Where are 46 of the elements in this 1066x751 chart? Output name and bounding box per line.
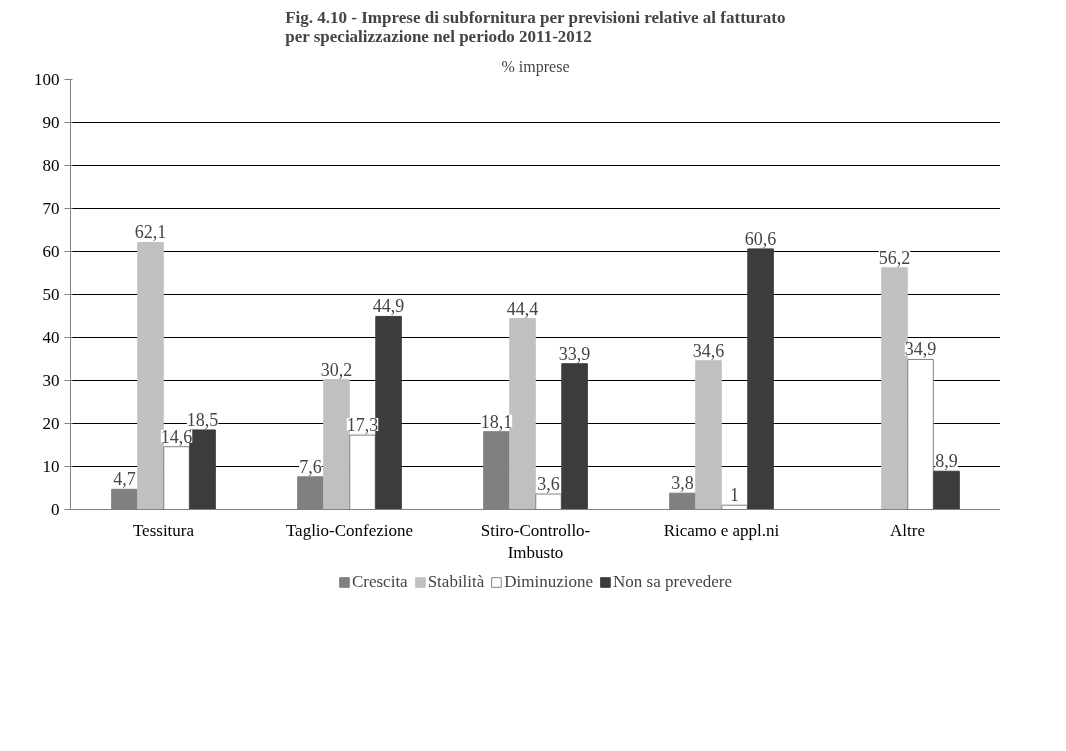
data-label: 33,9 [558, 343, 591, 364]
data-label: 18,1 [480, 411, 513, 432]
x-tick-label: Taglio-Confezione [285, 520, 414, 540]
data-label: 1 [730, 485, 740, 506]
y-tick-label: 30 [42, 371, 60, 390]
y-tick-label: 100 [34, 70, 60, 89]
data-label: 8,9 [935, 451, 958, 472]
data-label: 30,2 [320, 359, 353, 380]
y-tick-label: 70 [42, 199, 60, 218]
chart-subtitle: % imprese [501, 57, 570, 76]
y-tick-label: 60 [42, 242, 60, 261]
data-label: 3,6 [537, 474, 560, 495]
bar [509, 318, 536, 510]
y-tick-label: 90 [42, 113, 60, 132]
y-tick-label: 0 [51, 500, 60, 519]
chart-title: Fig. 4.10 - Imprese di subfornitura per previsioni relative al fatturato per specializzazione nel periodo 2011-2012 [285, 7, 786, 46]
legend-label: Stabilità [427, 572, 485, 592]
data-label: 56,2 [878, 247, 911, 268]
legend-label: Non sa prevedere [613, 572, 733, 592]
data-label: 44,9 [372, 296, 405, 317]
data-label: 3,8 [671, 473, 694, 494]
data-label: 34,9 [904, 339, 937, 360]
bar [137, 241, 164, 510]
x-tick-label: Altre [890, 520, 925, 540]
y-tick-label: 50 [42, 285, 60, 304]
data-label: 60,6 [744, 228, 777, 249]
data-label: 17,3 [346, 415, 379, 436]
data-label: 62,1 [134, 222, 167, 243]
y-tick-label: 20 [42, 414, 60, 433]
data-label: 44,4 [506, 298, 539, 319]
x-tick-label: Stiro-Controllo-Imbusto [480, 520, 591, 563]
bar [695, 360, 722, 510]
y-tick-label: 40 [42, 328, 60, 347]
x-tick-label: Ricamo e appl.ni [663, 520, 780, 540]
legend-label: Diminuzione [504, 572, 594, 592]
y-tick-label: 80 [42, 156, 60, 175]
data-label: 4,7 [113, 469, 136, 490]
legend-label: Crescita [351, 572, 408, 592]
bar [323, 379, 350, 510]
data-label: 7,6 [299, 456, 322, 477]
bar [933, 470, 960, 510]
data-label: 34,6 [692, 340, 725, 361]
bar [561, 363, 588, 510]
bar [747, 248, 774, 510]
y-tick-label: 10 [42, 457, 60, 476]
x-tick-label: Tessitura [132, 520, 195, 540]
